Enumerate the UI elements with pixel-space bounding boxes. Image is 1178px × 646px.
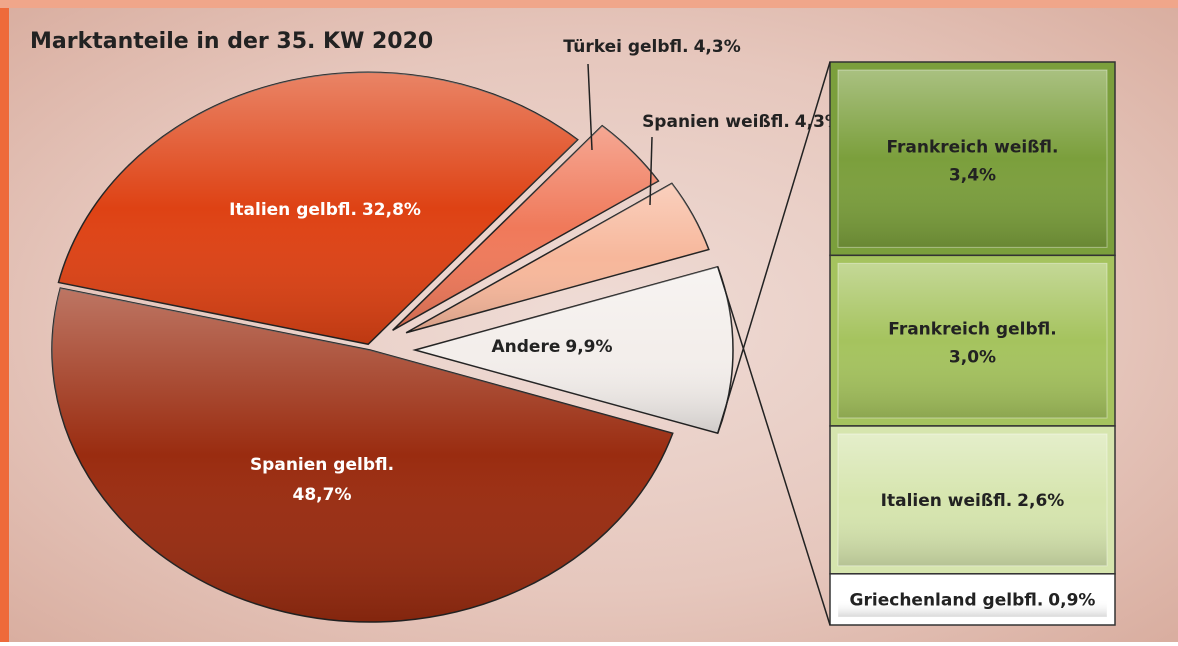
top-strip (0, 0, 1178, 8)
slice-label: Italien gelbfl. 32,8% (229, 200, 421, 220)
left-strip (0, 0, 9, 642)
bar-category: Frankreich weißfl. (887, 138, 1059, 158)
slice-shine (406, 183, 709, 333)
slice-shine (58, 72, 578, 345)
bar-value: 0,9% (1048, 590, 1095, 610)
bar-category: Griechenland gelbfl. (850, 590, 1044, 610)
connector (717, 266, 831, 626)
slice-value: 32,8% (362, 200, 421, 220)
slice-shine (415, 266, 734, 434)
slice-category: Türkei gelbfl. (563, 37, 688, 57)
bar-label: Frankreich weißfl. 3,4% (887, 138, 1059, 186)
bar-value: 3,4% (949, 166, 996, 186)
slice-category: Spanien weißfl. (642, 112, 790, 132)
bar-bevel (837, 262, 1108, 419)
slice-value: 4,3% (694, 37, 741, 57)
slice-label: Andere 9,9% (491, 337, 612, 357)
slice-value: 9,9% (565, 337, 612, 357)
bar-bevel (837, 69, 1108, 248)
leader-line (649, 136, 653, 206)
slice-category: Andere (491, 337, 560, 357)
bar-value: 2,6% (1017, 491, 1064, 511)
bar-bevel (837, 433, 1108, 567)
bar-label: Frankreich gelbfl. 3,0% (888, 320, 1056, 368)
bar-label: Italien weißfl. 2,6% (881, 491, 1065, 511)
bar-category: Italien weißfl. (881, 491, 1012, 511)
bar-bevel (837, 581, 1108, 618)
bar-value: 3,0% (949, 348, 996, 368)
connector (717, 61, 831, 434)
slice-label: Spanien gelbfl. 48,7% (250, 455, 394, 505)
bar-category: Frankreich gelbfl. (888, 320, 1056, 340)
slice-category: Italien gelbfl. (229, 200, 357, 220)
slice-shine (52, 288, 673, 622)
slice-label: Türkei gelbfl. 4,3% (563, 37, 741, 57)
slice-category: Spanien gelbfl. (250, 455, 394, 475)
bar-label: Griechenland gelbfl. 0,9% (850, 590, 1096, 610)
slice-shine (392, 125, 659, 331)
chart-title: Marktanteile in der 35. KW 2020 (30, 29, 433, 54)
slice-value: 48,7% (293, 485, 352, 505)
leader-line (587, 63, 593, 151)
